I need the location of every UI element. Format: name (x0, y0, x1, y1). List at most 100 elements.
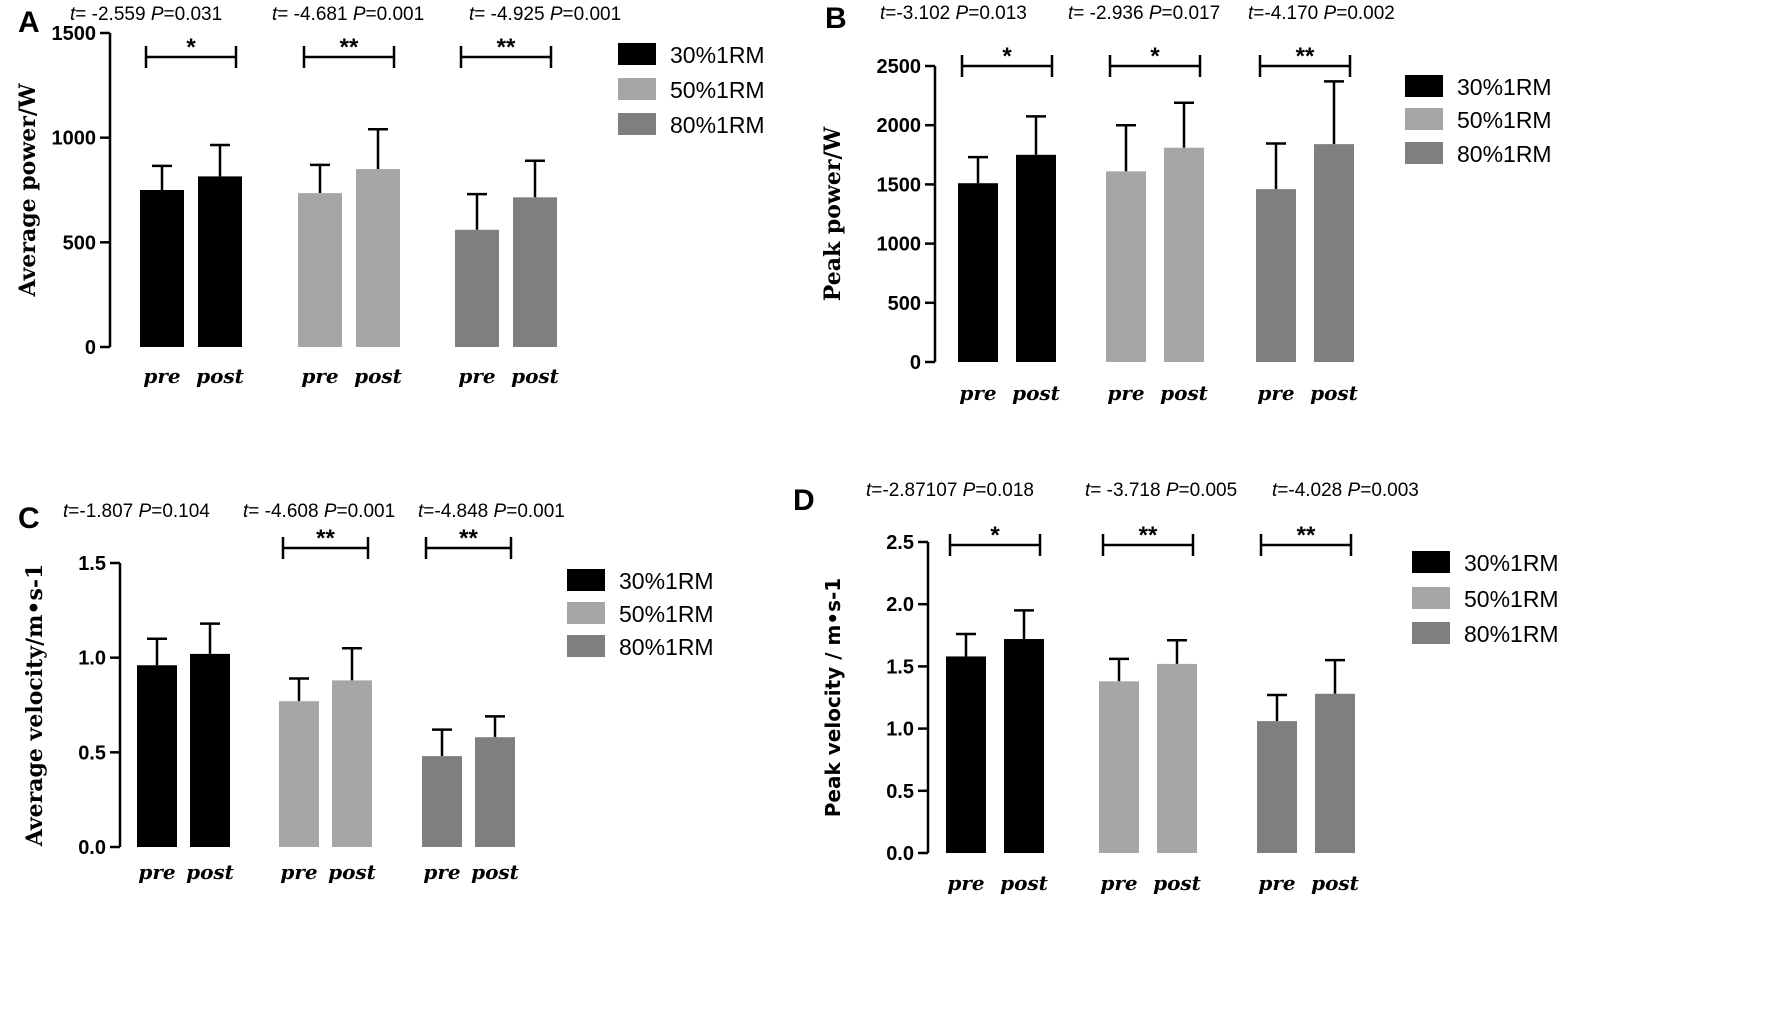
y-tick-label: 1.0 (78, 648, 106, 670)
legend-swatch (1405, 108, 1443, 130)
panel-letter: B (825, 2, 847, 35)
legend-label: 50%1RM (1464, 586, 1559, 612)
significance-marker: ** (340, 34, 359, 61)
panel-letter: D (793, 484, 815, 517)
y-tick-label: 1.5 (886, 656, 914, 678)
stat-annotation: t= -2.936 P=0.017 (1068, 3, 1220, 24)
legend-label: 30%1RM (670, 42, 765, 68)
bar-30%1RM-post (1016, 154, 1056, 362)
bar-30%1RM-post (1004, 639, 1044, 853)
significance-marker: * (1150, 43, 1160, 70)
legend-swatch (1412, 622, 1450, 644)
legend-label: 30%1RM (1464, 550, 1559, 576)
significance-marker: * (990, 522, 1000, 549)
panel-letter: C (18, 502, 40, 535)
category-label: post (471, 860, 520, 884)
bar-50%1RM-pre (279, 701, 319, 847)
y-tick-label: 1.5 (78, 553, 106, 575)
legend-swatch (618, 113, 656, 135)
significance-marker: * (186, 34, 196, 61)
significance-marker: ** (1139, 522, 1158, 549)
category-label: pre (1100, 871, 1137, 895)
category-label: post (1310, 381, 1359, 405)
bar-80%1RM-pre (1257, 721, 1297, 853)
legend-swatch (567, 635, 605, 657)
legend-label: 30%1RM (1457, 74, 1552, 100)
significance-marker: ** (497, 34, 516, 61)
y-tick-label: 1.0 (886, 719, 914, 741)
legend-swatch (567, 602, 605, 624)
category-label: pre (1107, 381, 1144, 405)
bar-80%1RM-post (1315, 693, 1355, 853)
stat-annotation: t=-1.807 P=0.104 (63, 501, 210, 522)
category-label: post (196, 364, 245, 388)
significance-marker: ** (459, 525, 478, 552)
bar-50%1RM-pre (1106, 171, 1146, 362)
bar-30%1RM-pre (137, 665, 177, 847)
bar-80%1RM-post (513, 197, 557, 347)
category-label: pre (1258, 871, 1295, 895)
significance-marker: ** (1296, 43, 1315, 70)
category-label: pre (423, 860, 460, 884)
category-label: pre (959, 381, 996, 405)
stat-annotation: t=-4.170 P=0.002 (1248, 3, 1395, 24)
y-axis-title: Average velocity/m•s-1 (22, 564, 48, 848)
stat-annotation: t=-3.102 P=0.013 (880, 3, 1027, 24)
category-label: pre (138, 860, 175, 884)
legend-swatch (567, 569, 605, 591)
y-tick-label: 2500 (877, 56, 922, 78)
category-label: post (511, 364, 560, 388)
stat-annotation: t= -4.608 P=0.001 (243, 501, 395, 522)
category-label: pre (301, 364, 338, 388)
stat-annotation: t= -2.559 P=0.031 (70, 4, 222, 25)
category-label: pre (458, 364, 495, 388)
legend-label: 50%1RM (619, 601, 714, 627)
panel-D: D 0.0 0.5 1.0 1.5 2.0 2.5 Peak velocity / m•s-1… (793, 480, 1559, 895)
y-tick-label: 0 (910, 352, 921, 374)
category-label: post (354, 364, 403, 388)
stat-annotation: t= -3.718 P=0.005 (1085, 480, 1237, 501)
legend-swatch (1412, 587, 1450, 609)
bar-50%1RM-post (356, 169, 400, 347)
category-label: post (1160, 381, 1209, 405)
y-tick-label: 1500 (52, 23, 97, 45)
y-tick-label: 0.5 (886, 781, 914, 803)
y-axis-title: Peak velocity / m•s-1 (821, 578, 845, 817)
y-tick-label: 2.5 (886, 532, 914, 554)
bar-80%1RM-pre (1256, 189, 1296, 362)
stat-annotation: t= -4.925 P=0.001 (469, 4, 621, 25)
legend-label: 50%1RM (1457, 107, 1552, 133)
legend-label: 80%1RM (1464, 621, 1559, 647)
significance-marker: ** (1297, 522, 1316, 549)
bar-30%1RM-post (190, 653, 230, 847)
bar-30%1RM-post (198, 176, 242, 347)
category-label: pre (143, 364, 180, 388)
y-tick-label: 0.0 (886, 843, 914, 865)
stat-annotation: t=-2.87107 P=0.018 (866, 480, 1034, 501)
y-axis-title: Peak power/W (820, 126, 846, 301)
bar-80%1RM-post (475, 737, 515, 847)
legend-swatch (1405, 142, 1443, 164)
category-label: post (328, 860, 377, 884)
y-tick-label: 0.0 (78, 837, 106, 859)
legend-swatch (1405, 75, 1443, 97)
bar-80%1RM-pre (422, 756, 462, 847)
bar-50%1RM-pre (298, 193, 342, 347)
category-label: pre (1257, 381, 1294, 405)
legend-label: 30%1RM (619, 568, 714, 594)
y-tick-label: 500 (888, 293, 921, 315)
category-label: post (1000, 871, 1049, 895)
y-tick-label: 0 (85, 337, 96, 359)
category-label: pre (947, 871, 984, 895)
bar-50%1RM-pre (1099, 681, 1139, 853)
bar-30%1RM-pre (140, 190, 184, 347)
y-tick-label: 2000 (877, 115, 922, 137)
significance-marker: ** (316, 525, 335, 552)
bar-50%1RM-post (1164, 147, 1204, 362)
y-tick-label: 1500 (877, 174, 922, 196)
category-label: post (1012, 381, 1061, 405)
